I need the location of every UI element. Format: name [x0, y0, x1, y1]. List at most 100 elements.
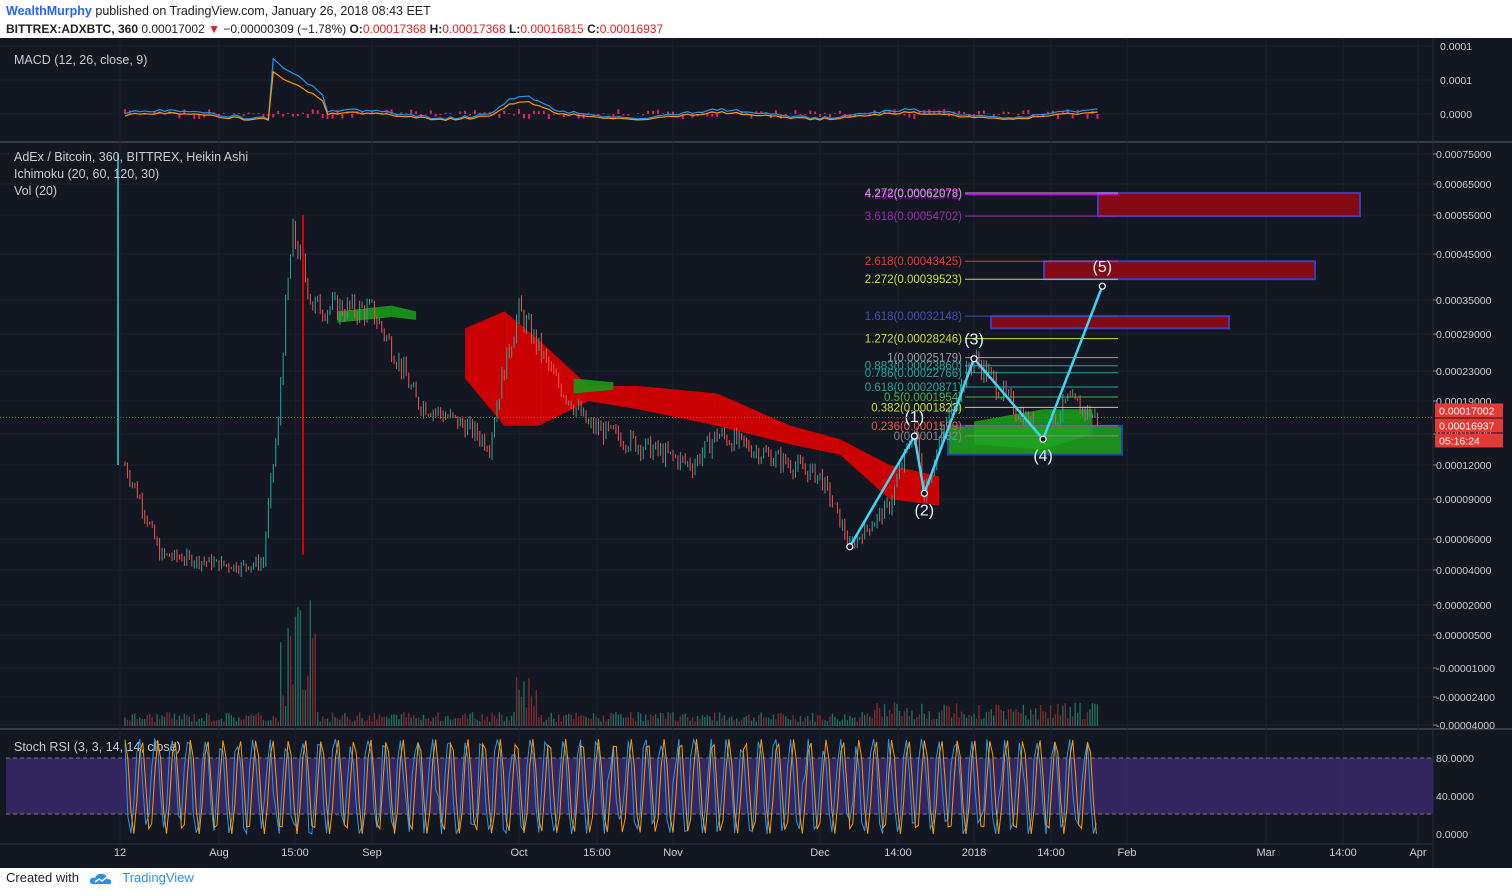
- wave-label: (2): [915, 502, 935, 519]
- stoch-band: [6, 758, 1433, 814]
- stoch-title: Stoch RSI (3, 3, 14, 14, close): [14, 740, 181, 754]
- fib-level-label: 0.883(0.00023860): [865, 361, 962, 373]
- fib-level-label: 0.382(0.0001823): [871, 402, 962, 414]
- publish-info: published on TradingView.com, January 26…: [95, 4, 431, 18]
- price-tick-label: 0.00075000: [1436, 149, 1492, 161]
- macd-tick-label: 0.0001: [1440, 41, 1472, 53]
- time-tick-label: 14:00: [1329, 847, 1357, 859]
- low-label: L:: [508, 22, 521, 36]
- volume-title: Vol (20): [14, 184, 57, 198]
- high-label: H:: [429, 22, 443, 36]
- target-zone: [1043, 260, 1316, 281]
- ichimoku-cloud-segment: [588, 386, 639, 410]
- price-tick-label: 0.00065000: [1436, 179, 1492, 191]
- ichimoku-cloud-segment: [504, 311, 539, 426]
- ichimoku-cloud-segment: [391, 305, 417, 320]
- fib-level-label: 0.236(0.0001599): [871, 421, 962, 433]
- publish-header: WealthMurphy published on TradingView.co…: [6, 4, 431, 18]
- main-chart-title: AdEx / Bitcoin, 360, BITTREX, Heikin Ash…: [14, 150, 248, 164]
- fib-level-label: 1.272(0.00028246): [865, 334, 962, 346]
- price-tick-label: -0.00001000: [1436, 663, 1495, 675]
- price-tick-label: 0.00035000: [1436, 295, 1492, 307]
- time-tick-label: Aug: [209, 847, 229, 859]
- signal-line: [124, 70, 1098, 121]
- wave-label: (5): [1093, 259, 1113, 276]
- last-price: 0.00017002: [141, 22, 205, 36]
- fib-level-label: 3.618(0.00054702): [865, 211, 962, 223]
- ichimoku-cloud-segment: [573, 378, 614, 394]
- ichimoku-cloud-segment: [638, 386, 718, 426]
- price-tick-label: -0.00002400: [1436, 692, 1495, 704]
- wave-point: [1098, 282, 1106, 290]
- price-tick-label: 0.00045000: [1436, 249, 1492, 261]
- price-tick-label: 0.00000500: [1436, 630, 1492, 642]
- stoch-d-line: [124, 738, 1097, 835]
- close-label: C:: [587, 22, 600, 36]
- price-label-box: [1435, 403, 1503, 418]
- time-tick-label: Oct: [510, 847, 527, 859]
- fib-level-label: 0.5(0.0001954): [884, 392, 962, 404]
- chart-area[interactable]: 12 Aug 15:00 Sep Oct 15:00 Nov Dec 14:00 2018 14:0…: [0, 38, 1512, 868]
- fib-level-label: 2.272(0.00039523): [865, 274, 962, 286]
- wave-point: [920, 489, 928, 497]
- tradingview-link[interactable]: TradingView: [122, 870, 194, 885]
- wave-point: [846, 543, 854, 551]
- price-tick-label: 0.00029000: [1436, 329, 1492, 341]
- fib-level-label: 4.272(0.00062078): [865, 188, 962, 200]
- countdown-label: 05:16:24: [1439, 435, 1480, 447]
- time-tick-label: 12: [114, 847, 126, 859]
- macd-line: [124, 57, 1098, 121]
- wave-point: [970, 355, 978, 363]
- time-tick-label: 15:00: [281, 847, 309, 859]
- ichimoku-title: Ichimoku (20, 60, 120, 30): [14, 167, 159, 181]
- open-value: 0.00017368: [362, 22, 427, 36]
- price-tick-label: 0.00009000: [1436, 494, 1492, 506]
- close-value: 0.00016937: [599, 22, 664, 36]
- low-value: 0.00016815: [520, 22, 584, 36]
- time-tick-label: Apr: [1409, 847, 1426, 859]
- price-tick-label: 0.00004000: [1436, 565, 1492, 577]
- macd-tick-label: 0.0000: [1440, 109, 1472, 121]
- ichimoku-cloud-segment: [465, 311, 505, 426]
- price-tick-label: 0.00012000: [1436, 460, 1492, 472]
- wave-point: [1039, 435, 1047, 443]
- fib-level-label: 2.618(0.00043425): [865, 256, 962, 268]
- macd-title: MACD (12, 26, close, 9): [14, 53, 147, 67]
- time-tick-label: Feb: [1118, 847, 1137, 859]
- price-label-box: [1435, 418, 1503, 433]
- time-tick-label: 2018: [962, 847, 986, 859]
- time-tick-label: Dec: [810, 847, 830, 859]
- price-label: 0.00016937: [1439, 420, 1495, 432]
- ichimoku-cloud-segment: [717, 393, 791, 445]
- footer: Created with TradingView: [6, 870, 194, 886]
- fib-level-label: 4.236(0.00061672): [865, 189, 962, 201]
- fib-level-label: 1(0.00025179): [887, 353, 962, 365]
- wave-point: [910, 432, 918, 440]
- wave-label: (1): [905, 409, 925, 426]
- stoch-tick-label: 80.0000: [1436, 753, 1474, 765]
- down-arrow-icon: ▼: [208, 22, 221, 36]
- tradingview-cloud-icon: [89, 873, 111, 884]
- price-tick-label: 0.00006000: [1436, 534, 1492, 546]
- price-change: −0.00000309 (−1.78%): [223, 22, 347, 36]
- time-tick-label: Mar: [1257, 847, 1276, 859]
- time-tick-label: Sep: [362, 847, 382, 859]
- chart-svg[interactable]: 12 Aug 15:00 Sep Oct 15:00 Nov Dec 14:00 2018 14:0…: [0, 38, 1512, 868]
- created-with-text: Created with: [6, 870, 79, 885]
- elliott-wave-line: [848, 285, 1104, 548]
- wave-label: (4): [1033, 448, 1053, 465]
- price-tick-label: 0.00055000: [1436, 210, 1492, 222]
- target-zone: [1097, 192, 1361, 218]
- stoch-tick-label: 0.0000: [1436, 829, 1468, 841]
- high-value: 0.00017368: [442, 22, 506, 36]
- time-tick-label: 14:00: [1037, 847, 1065, 859]
- ichimoku-cloud-segment: [790, 425, 840, 455]
- macd-tick-label: 0.0001: [1440, 75, 1472, 87]
- target-zone: [990, 315, 1230, 330]
- price-tick-label: -0.00004000: [1436, 720, 1495, 732]
- price-tick-label: 0.00002000: [1436, 600, 1492, 612]
- price-label: 0.00017002: [1439, 405, 1495, 417]
- author-link[interactable]: WealthMurphy: [6, 4, 92, 18]
- fib-level-label: 0.618(0.00020871): [865, 382, 962, 394]
- ichimoku-cloud-segment: [839, 439, 890, 499]
